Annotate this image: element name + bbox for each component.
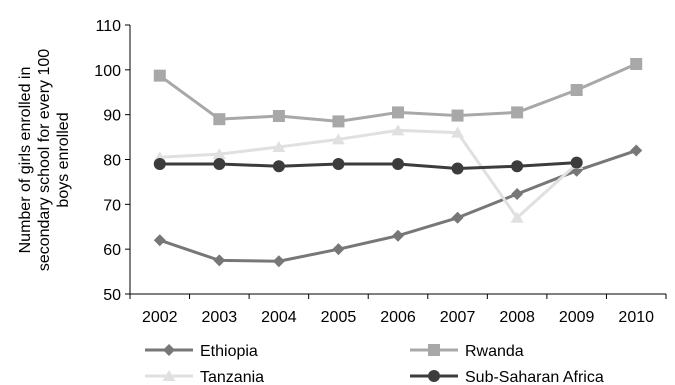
x-tick-label: 2003 — [202, 309, 238, 326]
tanzania-line — [159, 128, 578, 220]
x-tick-label: 2005 — [321, 309, 357, 326]
legend-label: Sub-Saharan Africa — [465, 369, 604, 385]
x-tick-label: 2006 — [380, 309, 416, 326]
y-tick-labels: 50 60 70 80 90 100 110 — [94, 18, 121, 304]
sub-saharan-africa-line — [159, 161, 577, 170]
rwanda-point — [570, 84, 583, 97]
ethiopia-point — [451, 211, 464, 224]
rwanda-point — [272, 110, 285, 123]
y-tick-label: 70 — [103, 197, 121, 214]
legend-swatch-marker — [162, 370, 176, 381]
x-tick-label: 2008 — [499, 309, 535, 326]
sub-saharan-africa-point — [213, 157, 226, 170]
y-axis-label-line: Number of girls enrolled in — [17, 67, 34, 254]
legend-item-rwanda: Rwanda — [410, 343, 524, 360]
x-tick-label: 2007 — [440, 309, 476, 326]
legend-item-sub-saharan-africa: Sub-Saharan Africa — [410, 369, 604, 385]
series-tanzania — [153, 124, 584, 223]
y-axis-label-line: boys enrolled — [55, 112, 72, 207]
ethiopia-point — [392, 229, 404, 242]
tanzania-point — [212, 148, 226, 160]
sub-saharan-africa-point — [153, 157, 166, 170]
legend-label: Ethiopia — [200, 343, 258, 360]
y-tick-label: 80 — [103, 153, 121, 170]
sub-saharan-africa-point — [332, 157, 345, 170]
series-rwanda — [153, 58, 643, 128]
y-tick-label: 90 — [103, 108, 121, 125]
rwanda-point — [451, 109, 464, 122]
y-tick-label: 110 — [95, 18, 121, 35]
x-tick-label: 2002 — [142, 309, 178, 326]
rwanda-point — [332, 115, 345, 128]
tanzania-point — [272, 140, 286, 152]
y-axis-label-line: secondary school for every 100 — [36, 49, 53, 271]
sub-saharan-africa-point — [392, 157, 404, 170]
legend-label: Rwanda — [465, 343, 524, 360]
tanzania-point — [391, 124, 405, 136]
axes — [125, 24, 667, 299]
y-tick-label: 100 — [94, 63, 121, 80]
x-tick-label: 2010 — [618, 309, 654, 326]
legend-label: Tanzania — [200, 369, 264, 385]
x-tick-labels: 2002 2003 2004 2005 2006 2007 2008 2009 2010 — [142, 309, 654, 326]
x-tick-label: 2004 — [261, 309, 297, 326]
tanzania-point — [331, 133, 345, 145]
rwanda-point — [213, 113, 226, 126]
legend-item-tanzania: Tanzania — [145, 369, 264, 385]
rwanda-point — [392, 106, 404, 119]
rwanda-point — [153, 69, 166, 82]
series-sub-saharan-africa — [153, 156, 583, 175]
x-tick-label: 2009 — [559, 309, 595, 326]
sub-saharan-africa-point — [570, 156, 583, 169]
y-axis-label: Number of girls enrolled in secondary sch… — [17, 49, 72, 271]
sub-saharan-africa-point — [272, 160, 285, 173]
legend: Ethiopia Rwanda Tanzania Sub-Saharan Africa — [145, 343, 604, 385]
series-group — [153, 58, 643, 268]
sub-saharan-africa-point — [511, 160, 524, 173]
ethiopia-point — [511, 188, 524, 201]
ethiopia-point — [630, 144, 643, 157]
ethiopia-point — [332, 243, 345, 256]
rwanda-point — [630, 58, 643, 71]
tanzania-point — [451, 126, 465, 138]
series-ethiopia — [153, 144, 643, 268]
ethiopia-point — [153, 234, 166, 247]
ethiopia-point — [272, 255, 285, 268]
y-tick-label: 50 — [103, 287, 121, 304]
legend-item-ethiopia: Ethiopia — [145, 343, 258, 360]
sub-saharan-africa-point — [451, 162, 464, 175]
legend-swatch-marker — [428, 344, 440, 356]
ethiopia-point — [213, 254, 226, 267]
tanzania-point — [510, 211, 524, 223]
legend-swatch-marker — [163, 344, 175, 356]
rwanda-point — [511, 106, 524, 119]
legend-swatch-marker — [428, 370, 440, 382]
y-tick-label: 60 — [103, 242, 121, 259]
